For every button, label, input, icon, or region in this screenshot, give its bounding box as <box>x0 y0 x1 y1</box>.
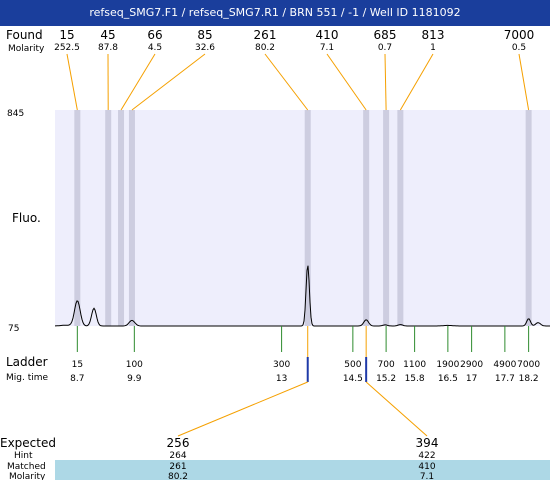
ladder-time-label: 17 <box>466 374 477 384</box>
peak-band <box>525 110 532 326</box>
ladder-size-label: 100 <box>126 360 143 370</box>
expected-matched-label: 410 <box>418 462 435 472</box>
found-leader-line <box>384 53 387 111</box>
expected-leader-lower <box>365 381 428 437</box>
expected-hint-label: 264 <box>169 451 186 461</box>
matched-band <box>55 460 550 471</box>
found-size-label: 685 <box>374 28 397 42</box>
ladder-size-label: 700 <box>378 360 395 370</box>
y-axis-label: Fluo. <box>12 211 41 225</box>
ladder-time-label: 16.5 <box>438 374 458 384</box>
found-label: Found <box>6 28 43 42</box>
found-size-label: 85 <box>197 28 212 42</box>
molarity-band <box>55 471 550 480</box>
ladder-time-label: 8.7 <box>70 374 84 384</box>
found-molarity-label: 0.5 <box>512 43 526 53</box>
ladder-time-label: 18.2 <box>519 374 539 384</box>
hint-label: Hint <box>14 451 33 461</box>
ladder-size-label: 2900 <box>460 360 483 370</box>
found-size-label: 813 <box>422 28 445 42</box>
peak-band <box>383 110 390 326</box>
found-molarity-label: 1 <box>430 43 436 53</box>
ladder-size-label: 7000 <box>517 360 540 370</box>
peak-band <box>118 110 125 326</box>
expected-label: Expected <box>0 436 56 450</box>
expected-molarity-label: 7.1 <box>420 472 434 480</box>
found-leader-line <box>518 53 530 111</box>
found-size-label: 7000 <box>504 28 535 42</box>
expected-leader-lower <box>177 381 308 437</box>
matched-label: Matched <box>7 462 46 472</box>
found-molarity-label: 87.8 <box>98 43 118 53</box>
found-size-label: 45 <box>100 28 115 42</box>
title-bar: refseq_SMG7.F1 / refseq_SMG7.R1 / BRN 55… <box>0 0 550 26</box>
found-size-label: 261 <box>254 28 277 42</box>
found-molarity-label: 32.6 <box>195 43 215 53</box>
ladder-size-label: 1100 <box>403 360 426 370</box>
y-tick-min: 75 <box>8 324 19 334</box>
expected-size-label: 256 <box>167 436 190 450</box>
ladder-size-label: 1900 <box>436 360 459 370</box>
ladder-size-label: 15 <box>72 360 83 370</box>
molarity-bottom-label: Molarity <box>9 472 46 480</box>
found-size-label: 15 <box>59 28 74 42</box>
expected-size-label: 394 <box>416 436 439 450</box>
found-molarity-label: 80.2 <box>255 43 275 53</box>
found-size-label: 410 <box>316 28 339 42</box>
peak-band <box>304 110 311 326</box>
expected-matched-label: 261 <box>169 462 186 472</box>
expected-hint-label: 422 <box>418 451 435 461</box>
ladder-time-label: 15.2 <box>376 374 396 384</box>
ladder-time-label: 9.9 <box>127 374 142 384</box>
ladder-time-label: 17.7 <box>495 374 515 384</box>
ladder-size-label: 500 <box>344 360 361 370</box>
peak-band <box>363 110 370 326</box>
peak-band <box>105 110 112 326</box>
found-molarity-label: 7.1 <box>320 43 334 53</box>
found-size-label: 66 <box>147 28 162 42</box>
peak-band <box>397 110 404 326</box>
found-leader-line <box>399 53 434 111</box>
ladder-size-label: 4900 <box>493 360 516 370</box>
found-leader-line <box>326 53 367 111</box>
ladder-time-label: 13 <box>276 374 287 384</box>
found-leader-line <box>131 53 206 111</box>
ladder-size-label: 300 <box>273 360 290 370</box>
peak-band <box>128 110 135 326</box>
y-tick-max: 845 <box>7 109 24 119</box>
peak-band <box>74 110 81 326</box>
ladder-label: Ladder <box>6 355 48 369</box>
found-leader-line <box>66 53 78 111</box>
ladder-time-label: 14.5 <box>343 374 363 384</box>
plot-area <box>55 110 550 326</box>
trace-line <box>55 265 550 327</box>
found-molarity-label: 0.7 <box>378 43 392 53</box>
expected-molarity-label: 80.2 <box>168 472 188 480</box>
ladder-time-label: 15.8 <box>405 374 425 384</box>
molarity-label: Molarity <box>8 44 45 54</box>
found-molarity-label: 252.5 <box>54 43 80 53</box>
found-leader-line <box>120 53 156 111</box>
found-molarity-label: 4.5 <box>148 43 162 53</box>
mig-time-label: Mig. time <box>6 373 48 383</box>
found-leader-line <box>264 53 309 111</box>
